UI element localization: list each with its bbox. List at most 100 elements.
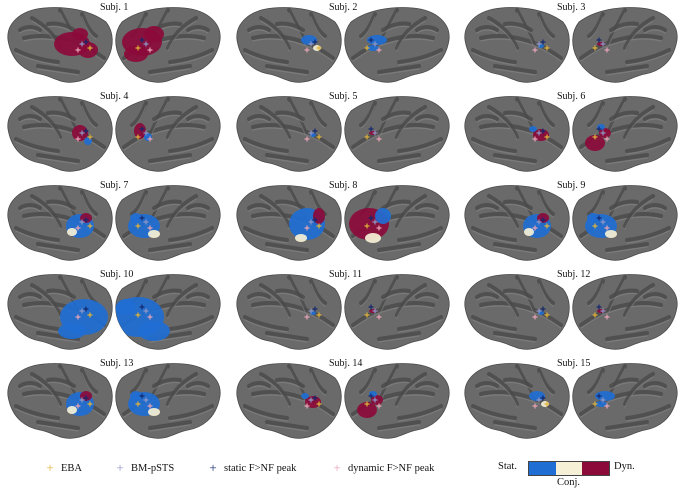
roi-marker (540, 217, 546, 223)
roi-marker (139, 393, 145, 399)
legend-dynamic-peak: + dynamic F>NF peak (331, 460, 434, 476)
activation-blob (144, 133, 152, 141)
brain-render (7, 185, 221, 261)
brain-render (464, 7, 678, 83)
roi-marker (79, 41, 85, 47)
roi-marker (312, 217, 318, 223)
roi-marker (304, 47, 310, 53)
roi-marker (316, 45, 322, 51)
legend-dynamic-peak-label: dynamic F>NF peak (348, 463, 435, 474)
subject-panel: Subj. 13 (0, 356, 228, 442)
subject-panel: Subj. 11 (229, 267, 457, 353)
subject-panel: Subj. 8 (229, 178, 457, 264)
roi-marker (304, 136, 310, 142)
roi-marker (87, 401, 93, 407)
brain-render (7, 363, 221, 439)
roi-marker (600, 219, 606, 225)
legend-static-peak: + static F>NF peak (207, 460, 296, 476)
roi-marker (540, 395, 546, 401)
roi-marker (79, 397, 85, 403)
roi-marker (308, 219, 314, 225)
roi-marker (532, 136, 538, 142)
roi-marker (147, 403, 153, 409)
roi-marker (604, 403, 610, 409)
legend: + EBA + BM-pSTS + static F>NF peak + dynamic… (0, 452, 685, 491)
roi-marker (143, 130, 149, 136)
brain-render (464, 185, 678, 261)
roi-marker (87, 134, 93, 140)
roi-marker (147, 225, 153, 231)
roi-marker (532, 225, 538, 231)
roi-marker (83, 306, 89, 312)
brain-render (236, 274, 450, 350)
legend-eba: + EBA (44, 460, 82, 476)
roi-marker (135, 223, 141, 229)
roi-marker (139, 215, 145, 221)
activation-blob (138, 321, 170, 341)
roi-marker (376, 403, 382, 409)
roi-marker (75, 136, 81, 142)
roi-marker (532, 314, 538, 320)
activation-blob (375, 208, 391, 224)
roi-marker (364, 401, 370, 407)
roi-marker (139, 126, 145, 132)
roi-marker (364, 312, 370, 318)
roi-marker (540, 39, 546, 45)
roi-marker (544, 401, 550, 407)
roi-marker (596, 215, 602, 221)
colorbar-static-segment (529, 462, 556, 475)
subject-panel: Subj. 4 (0, 89, 228, 175)
roi-marker (376, 47, 382, 53)
subject-label: Subj. 5 (329, 91, 358, 102)
colorbar (528, 461, 610, 476)
roi-marker (75, 47, 81, 53)
subject-label: Subj. 8 (329, 180, 358, 191)
roi-marker (592, 401, 598, 407)
roi-marker (592, 312, 598, 318)
subject-label: Subj. 3 (557, 2, 586, 13)
roi-marker (147, 47, 153, 53)
roi-marker (364, 134, 370, 140)
roi-marker (376, 136, 382, 142)
roi-marker (372, 41, 378, 47)
activation-blob (533, 129, 549, 141)
roi-marker (544, 312, 550, 318)
roi-marker (139, 304, 145, 310)
roi-marker (600, 130, 606, 136)
roi-marker (83, 395, 89, 401)
roi-marker (87, 45, 93, 51)
dynamic-peak-marker-icon: + (333, 460, 341, 475)
legend-bm-psts: + BM-pSTS (114, 460, 174, 476)
roi-marker (368, 215, 374, 221)
brain-render (464, 274, 678, 350)
brain-render (464, 363, 678, 439)
activation-blob (524, 228, 534, 236)
roi-marker (600, 308, 606, 314)
bm-psts-marker-icon: + (116, 460, 124, 475)
brain-render (236, 7, 450, 83)
roi-marker (304, 403, 310, 409)
subject-label: Subj. 13 (100, 358, 134, 369)
colorbar-right-label: Dyn. (614, 461, 635, 472)
roi-marker (596, 304, 602, 310)
activation-blob (357, 402, 377, 418)
roi-marker (376, 225, 382, 231)
roi-marker (364, 223, 370, 229)
roi-marker (143, 219, 149, 225)
roi-marker (135, 45, 141, 51)
roi-marker (372, 219, 378, 225)
subject-panel: Subj. 5 (229, 89, 457, 175)
legend-static-peak-label: static F>NF peak (224, 463, 297, 474)
subject-panel: Subj. 3 (457, 0, 685, 86)
roi-marker (308, 397, 314, 403)
activation-blob (587, 213, 599, 223)
roi-marker (532, 47, 538, 53)
activation-blob (529, 126, 537, 132)
roi-marker (536, 219, 542, 225)
roi-marker (596, 393, 602, 399)
activation-blob (130, 213, 142, 223)
roi-marker (135, 312, 141, 318)
roi-marker (364, 45, 370, 51)
subject-label: Subj. 12 (557, 269, 591, 280)
roi-marker (540, 306, 546, 312)
